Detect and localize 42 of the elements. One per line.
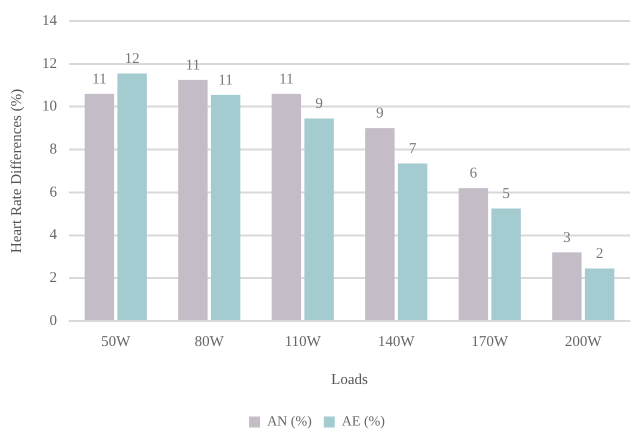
bar <box>210 94 240 320</box>
bar <box>365 128 395 320</box>
data-label: 11 <box>186 57 200 74</box>
bar <box>304 118 334 320</box>
data-label: 6 <box>470 166 478 182</box>
y-tick-label: 6 <box>50 184 58 200</box>
data-label: 7 <box>408 140 417 157</box>
bar <box>552 252 582 320</box>
bar <box>398 164 428 320</box>
y-tick-label: 0 <box>50 312 57 329</box>
bar <box>458 188 488 320</box>
x-tick-label: 110W <box>284 334 322 350</box>
data-label: 11 <box>218 72 233 88</box>
x-tick-label: 140W <box>378 334 416 350</box>
y-tick-label: 10 <box>42 98 57 115</box>
data-label: 2 <box>596 246 604 262</box>
x-tick-label: 50W <box>101 334 132 350</box>
y-tick-label: 2 <box>50 270 57 286</box>
data-label: 3 <box>563 230 571 246</box>
bar <box>117 74 147 320</box>
bar <box>584 268 614 320</box>
data-label: 5 <box>502 186 510 202</box>
data-label: 12 <box>124 50 140 67</box>
data-label: 11 <box>279 71 294 88</box>
x-axis-title: Loads <box>331 372 368 388</box>
y-tick-label: 14 <box>42 12 58 29</box>
bar <box>84 94 114 320</box>
y-tick-label: 4 <box>50 227 58 244</box>
y-tick-label: 8 <box>50 142 57 158</box>
bar <box>491 208 521 320</box>
legend-label: AE (%) <box>342 414 386 430</box>
bar <box>272 94 302 320</box>
data-label: 11 <box>92 71 107 88</box>
bar <box>178 80 208 320</box>
data-label: 9 <box>315 96 323 112</box>
y-tick-label: 12 <box>42 56 57 72</box>
y-axis-title: Heart Rate Differences (%) <box>8 88 25 254</box>
x-tick-label: 200W <box>564 334 602 350</box>
data-label: 9 <box>376 106 384 122</box>
legend-label: AN (%) <box>267 414 312 430</box>
x-tick-label: 80W <box>194 334 225 350</box>
x-tick-label: 170W <box>471 334 509 350</box>
